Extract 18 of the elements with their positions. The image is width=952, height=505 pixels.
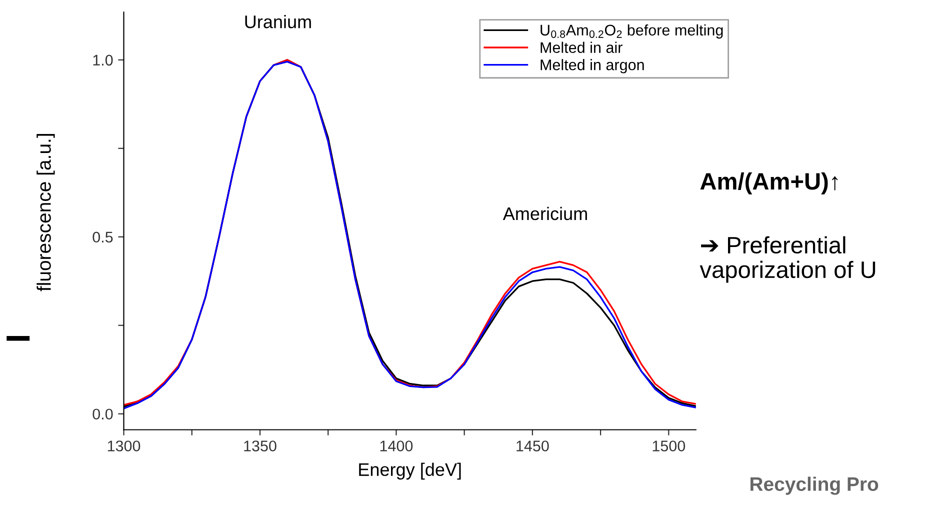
x-tick-label: 1450 <box>516 440 549 452</box>
legend-label: U$_{0.8}$Am$_{0.2}$O$_{2}$ before melting <box>540 24 723 39</box>
x-tick-label: 1300 <box>108 440 140 452</box>
text: Am/(Am+U)↑ <box>700 172 838 194</box>
y-tick-label: 1.0 <box>93 54 113 66</box>
x-tick-label: 1350 <box>244 440 276 452</box>
annotation: Uranium <box>245 14 311 28</box>
annotation: Americium <box>502 206 587 220</box>
text: Recycling Pro <box>750 476 878 495</box>
x-tick-label: 1400 <box>380 440 413 452</box>
legend-label: Melted in argon <box>540 59 644 74</box>
y-tick-label: 0.5 <box>92 232 113 243</box>
text: Ifluorescence [a.u.] <box>6 134 55 341</box>
x-axis-title: Energy [deV] <box>359 462 461 480</box>
legend-label: Melted in air <box>540 42 622 53</box>
text: ➔ Preferential vaporization of U <box>700 236 876 283</box>
x-tick-label: 1500 <box>652 440 686 452</box>
y-tick-label: 0.0 <box>92 408 113 420</box>
